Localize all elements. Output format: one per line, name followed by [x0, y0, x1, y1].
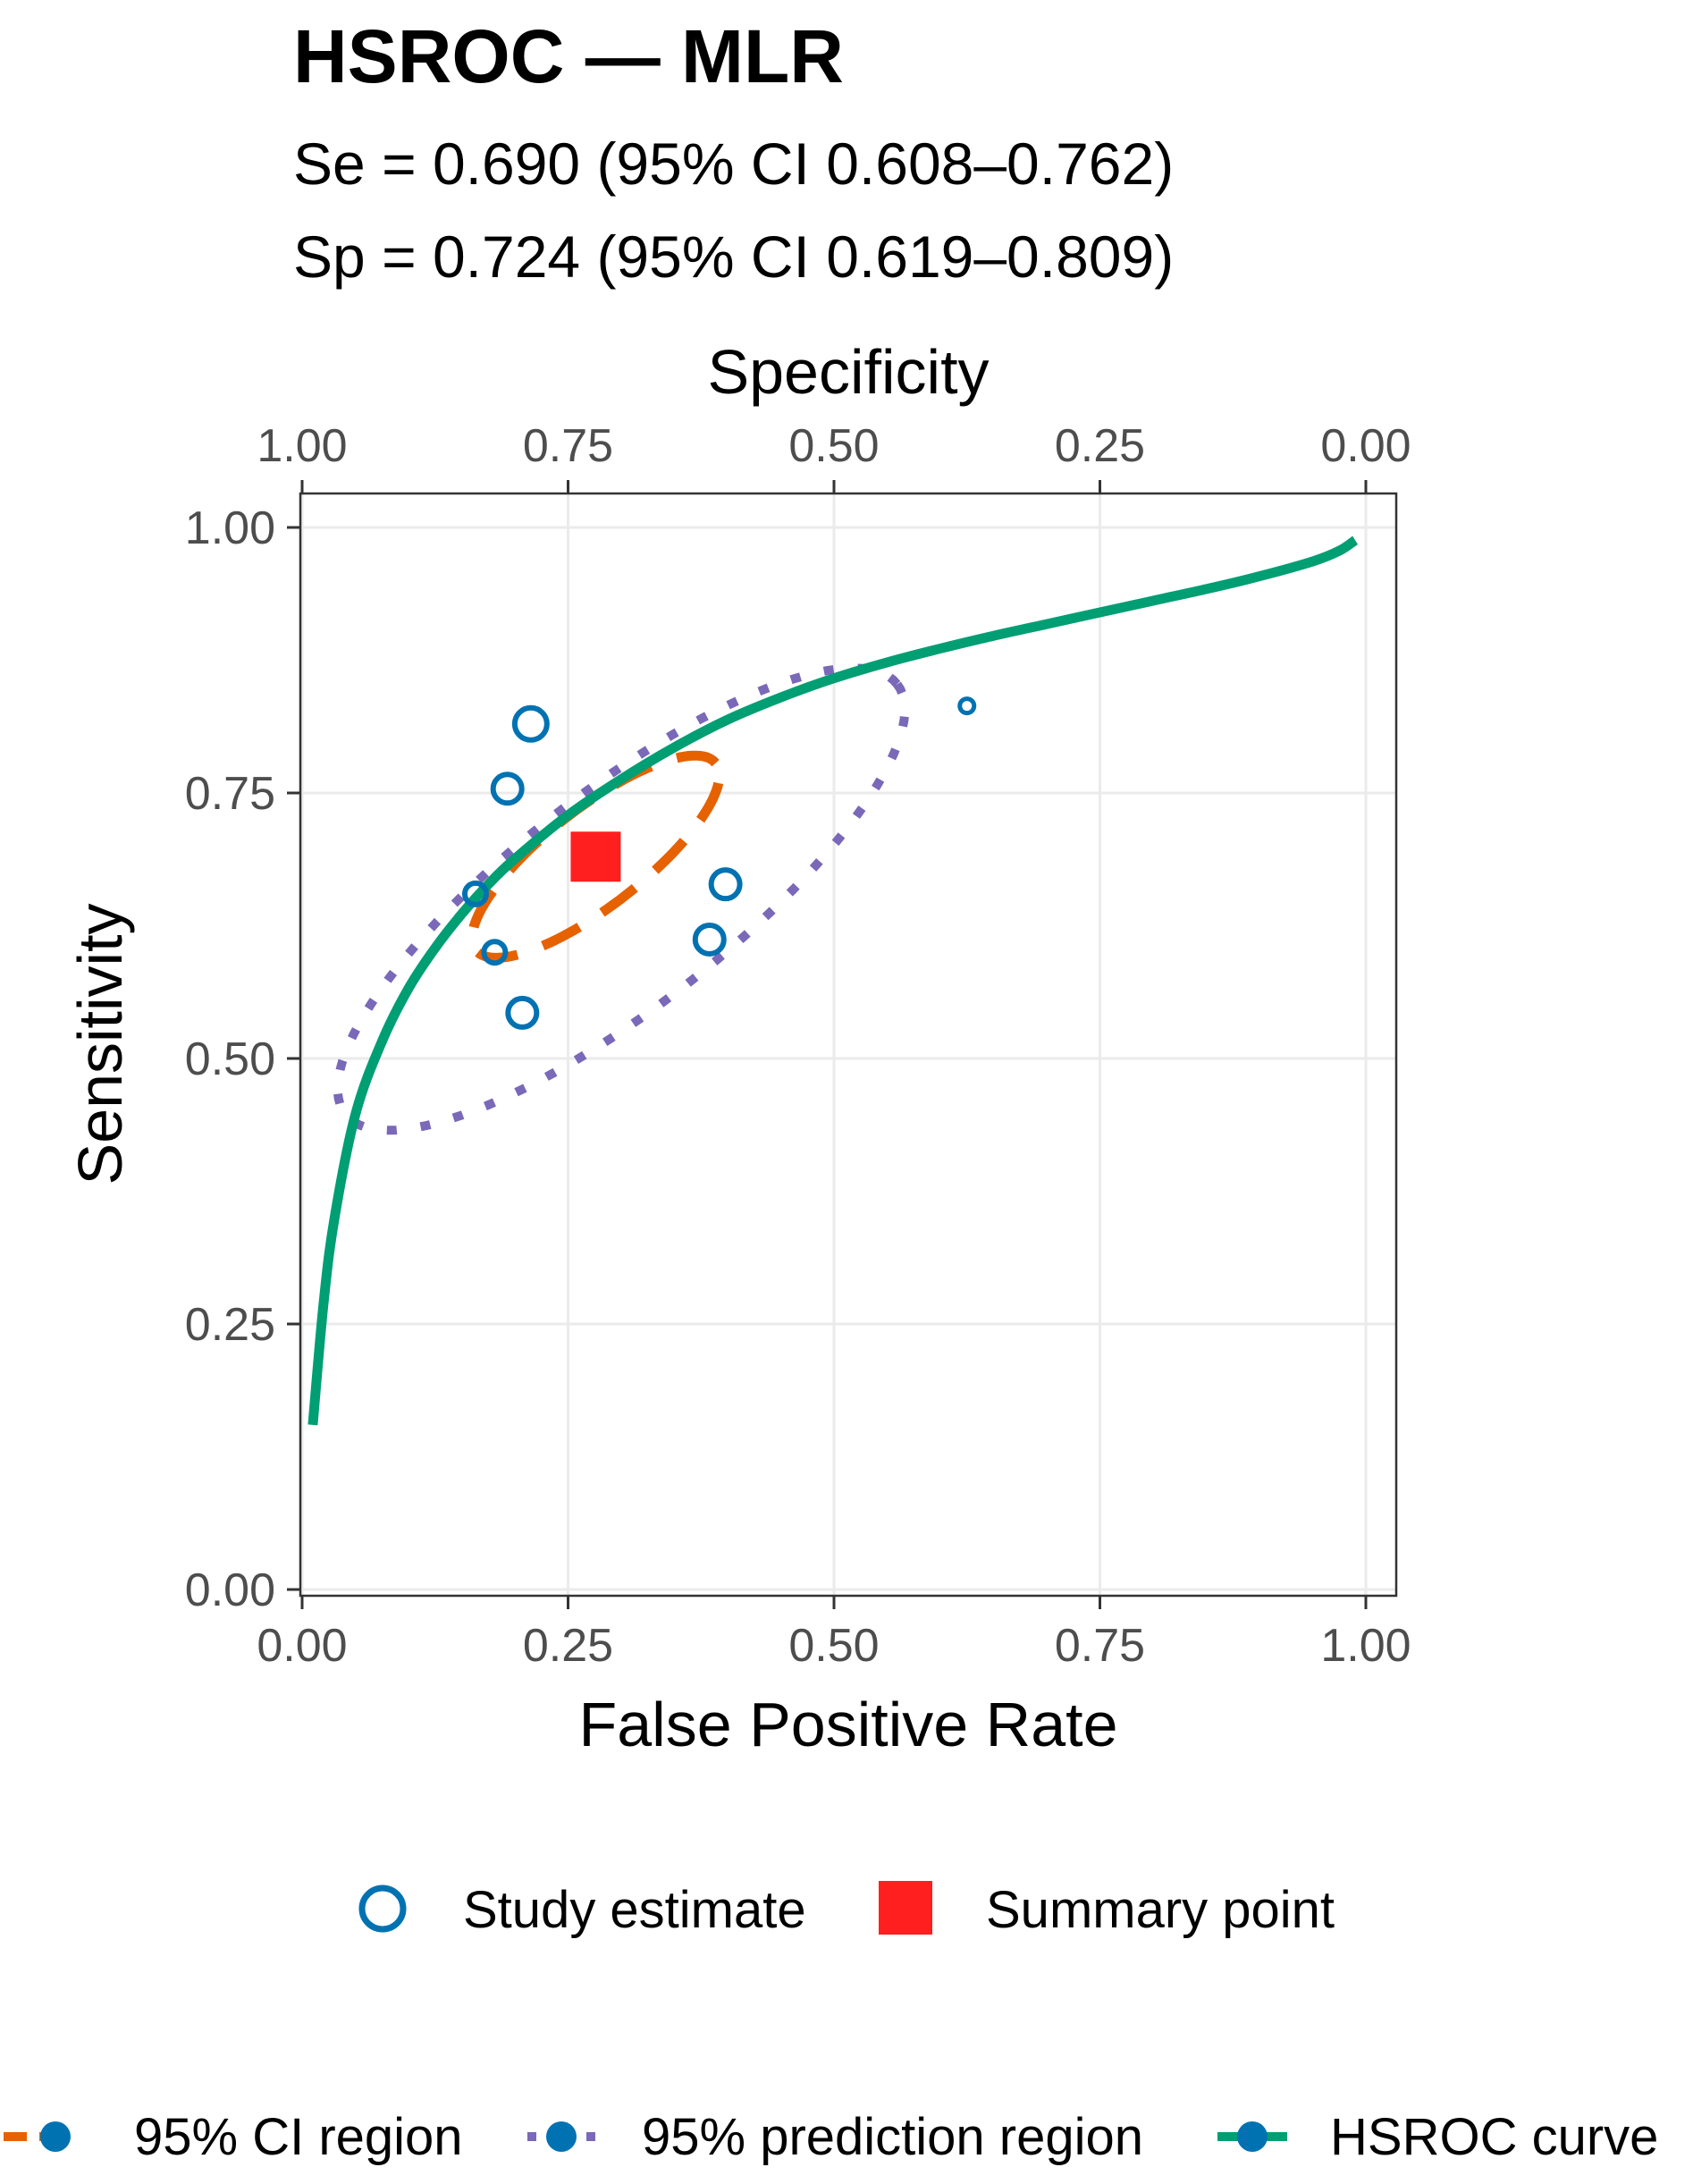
top-tick-label: 0.75 [523, 420, 613, 472]
x-tick-label: 1.00 [1320, 1620, 1411, 1672]
y-tick-label: 0.00 [185, 1564, 275, 1616]
x-tick-label: 0.50 [788, 1620, 879, 1672]
top-x-axis: 1.00 0.75 0.50 0.25 0.00 [257, 420, 1411, 493]
y-axis: 0.00 0.25 0.50 0.75 1.00 [185, 502, 300, 1616]
study-estimate-point [708, 867, 743, 902]
prediction-region-ellipse [333, 663, 910, 1135]
study-estimate-point [511, 704, 550, 743]
subtitle-specificity: Sp = 0.724 (95% CI 0.619–0.809) [293, 223, 1174, 290]
y-tick-label: 0.25 [185, 1299, 275, 1351]
legend-hsroc-curve-dot [1237, 2121, 1268, 2152]
study-estimate-point [692, 922, 727, 957]
y-tick-label: 0.50 [185, 1033, 275, 1085]
panel-border [299, 492, 1398, 1598]
chart-title: HSROC — MLR [293, 14, 844, 98]
legend-lines: 95% CI region 95% prediction region HSRO… [4, 2108, 1658, 2166]
top-tick-label: 1.00 [257, 420, 347, 472]
hsroc-curve [307, 535, 1359, 1426]
subtitle-sensitivity: Se = 0.690 (95% CI 0.608–0.762) [293, 131, 1174, 197]
x-axis-title: False Positive Rate [578, 1690, 1117, 1759]
study-estimate-point [957, 696, 977, 716]
y-tick-label: 1.00 [185, 502, 275, 554]
legend-summary-point-symbol [879, 1881, 932, 1935]
top-tick-label: 0.25 [1055, 420, 1145, 472]
legend-study-estimate-symbol [358, 1885, 407, 1933]
legend-points: Study estimate Summary point [358, 1881, 1335, 1939]
legend-ci-region-dot [40, 2121, 71, 2152]
gridlines [300, 493, 1396, 1596]
study-estimate-point [505, 995, 540, 1030]
x-tick-label: 0.75 [1055, 1620, 1145, 1672]
legend-prediction-region-dot [546, 2121, 577, 2152]
y-tick-label: 0.75 [185, 768, 275, 820]
x-tick-label: 0.00 [257, 1620, 347, 1672]
top-tick-label: 0.50 [788, 420, 879, 472]
study-points-layer [461, 696, 977, 1030]
x-axis: 0.00 0.25 0.50 0.75 1.00 [257, 1596, 1411, 1672]
study-estimate-point [461, 880, 489, 907]
legend-study-estimate-label: Study estimate [463, 1881, 806, 1939]
panel-background [300, 493, 1396, 1596]
legend-prediction-region-label: 95% prediction region [642, 2108, 1143, 2166]
y-axis-title: Sensitivity [65, 903, 135, 1185]
legend-hsroc-curve-label: HSROC curve [1330, 2108, 1658, 2166]
study-estimate-point [490, 772, 525, 806]
x-tick-label: 0.25 [523, 1620, 613, 1672]
summary-point [570, 831, 621, 882]
legend-ci-region-label: 95% CI region [134, 2108, 463, 2166]
hsroc-curve-layer [307, 535, 1359, 1426]
top-tick-label: 0.00 [1320, 420, 1411, 472]
plot-panel [299, 492, 1398, 1598]
study-estimate-point [481, 939, 509, 966]
top-axis-title: Specificity [707, 337, 989, 407]
legend-summary-point-label: Summary point [986, 1881, 1335, 1939]
